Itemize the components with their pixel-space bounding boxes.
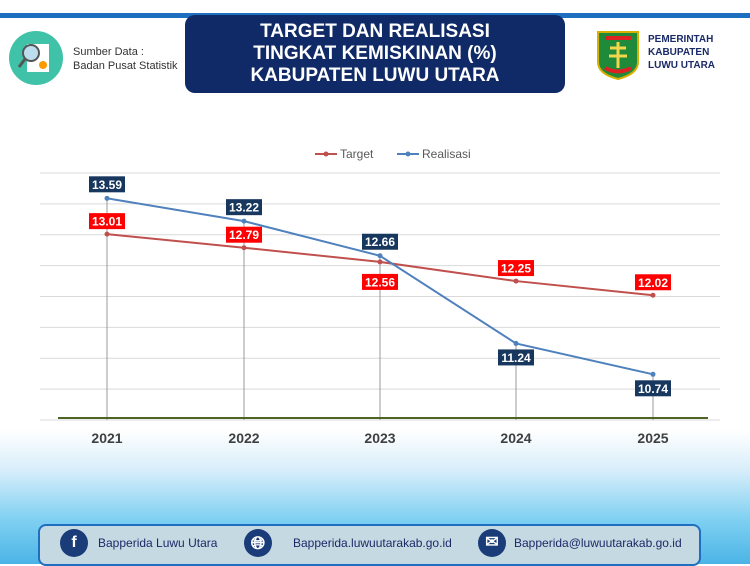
title-line: KABUPATEN LUWU UTARA xyxy=(250,65,500,86)
footer-bar: f Bapperida Luwu Utara 🌐︎ Bapperida.luwu… xyxy=(38,524,701,566)
data-source-icon xyxy=(9,31,63,85)
data-label: 12.25 xyxy=(501,262,531,276)
data-label-bg xyxy=(362,233,398,250)
data-point xyxy=(650,371,656,377)
data-point xyxy=(650,292,656,298)
data-label-bg xyxy=(498,260,534,277)
source-label: Sumber Data : xyxy=(73,46,144,58)
data-label-bg xyxy=(498,349,534,366)
gov-line: KABUPATEN xyxy=(648,47,710,58)
title-line: TARGET DAN REALISASI xyxy=(260,21,490,42)
x-tick-label: 2023 xyxy=(364,430,395,446)
data-point xyxy=(513,340,519,346)
source-name: Badan Pusat Statistik xyxy=(73,60,178,72)
page-title: TARGET DAN REALISASI TINGKAT KEMISKINAN (… xyxy=(185,15,565,93)
x-tick-label: 2025 xyxy=(637,430,668,446)
data-label: 13.22 xyxy=(229,201,259,215)
data-label-bg xyxy=(635,380,671,397)
data-label: 12.02 xyxy=(638,276,668,290)
government-name: PEMERINTAH KABUPATEN LUWU UTARA xyxy=(648,33,715,72)
data-label: 10.74 xyxy=(638,382,668,396)
data-label: 12.56 xyxy=(365,275,395,289)
data-point xyxy=(104,195,110,201)
data-label-bg xyxy=(362,273,398,290)
x-tick-label: 2024 xyxy=(500,430,531,446)
data-label-bg xyxy=(89,213,125,230)
data-label-bg xyxy=(89,176,125,193)
mail-icon[interactable]: ✉ xyxy=(478,529,506,557)
website-link[interactable]: Bapperida.luwuutarakab.go.id xyxy=(293,536,452,550)
facebook-icon[interactable]: f xyxy=(60,529,88,557)
data-point xyxy=(513,278,519,284)
legend-marker xyxy=(405,151,411,157)
email-link[interactable]: Bapperida@luwuutarakab.go.id xyxy=(514,536,682,550)
data-point xyxy=(241,245,247,251)
gov-line: LUWU UTARA xyxy=(648,60,716,71)
data-point xyxy=(377,253,383,259)
data-label-bg xyxy=(226,226,262,243)
x-tick-label: 2022 xyxy=(228,430,259,446)
line-chart: 2021 2022 2023 2024 2025 Target Realisasi 13.01… xyxy=(40,147,720,446)
gov-line: PEMERINTAH xyxy=(648,34,714,45)
x-tick-label: 2021 xyxy=(91,430,122,446)
globe-icon[interactable]: 🌐︎ xyxy=(244,529,272,557)
data-label: 12.66 xyxy=(365,235,395,249)
legend-label: Target xyxy=(340,147,374,161)
regency-logo xyxy=(595,28,641,81)
data-source: Sumber Data : Badan Pusat Statistik xyxy=(73,45,178,73)
data-label-bg xyxy=(226,199,262,216)
data-label: 12.79 xyxy=(229,228,259,242)
data-point xyxy=(377,259,383,265)
data-label: 11.24 xyxy=(501,351,531,365)
facebook-link[interactable]: Bapperida Luwu Utara xyxy=(98,536,218,550)
data-label: 13.01 xyxy=(92,215,122,229)
legend-marker xyxy=(323,151,329,157)
title-line: TINGKAT KEMISKINAN (%) xyxy=(253,43,497,64)
data-point xyxy=(104,231,110,237)
data-label-bg xyxy=(635,274,671,291)
legend-label: Realisasi xyxy=(422,147,471,161)
data-point xyxy=(241,218,247,224)
data-label: 13.59 xyxy=(92,178,122,192)
